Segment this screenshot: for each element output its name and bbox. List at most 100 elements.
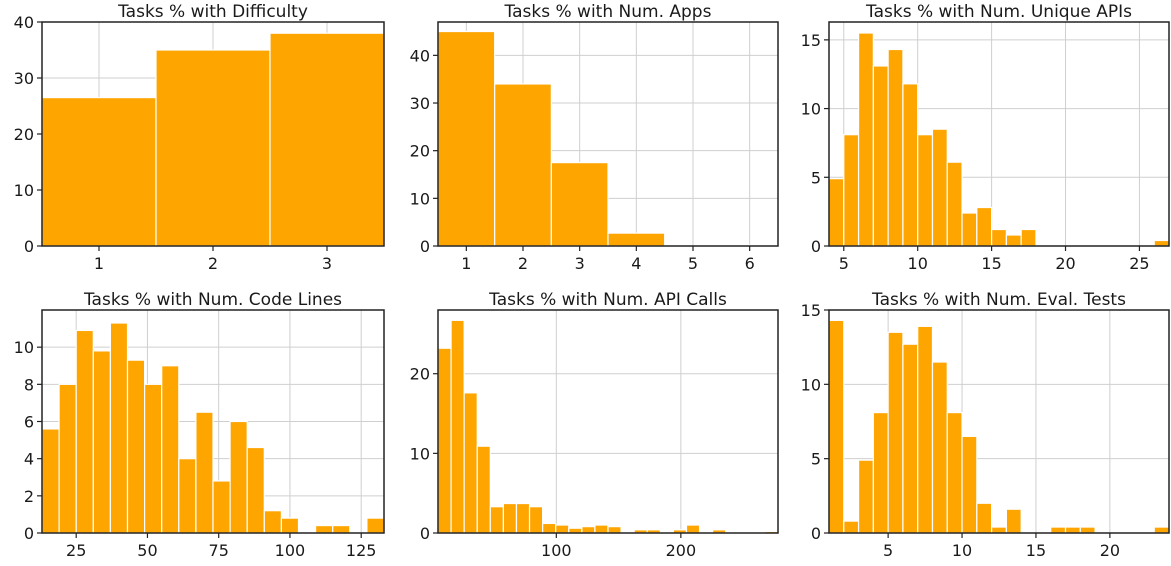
panel-tasks-with-num-code-lines: 25 50 75 100 125 0 2 4 6 8 10 Tasks % with Num. Cod…: [14, 290, 385, 560]
plot-frame: [828, 309, 1170, 534]
y-tick-label: 0: [420, 237, 430, 256]
y-tick-label: 0: [420, 524, 430, 543]
histogram-bar: [594, 524, 609, 534]
y-tick-label: 0: [24, 237, 34, 256]
y-tick-label: 0: [811, 524, 821, 543]
x-tick-label: 100: [541, 541, 572, 560]
histogram-bar: [917, 134, 934, 247]
histogram-bar: [229, 420, 248, 534]
histogram-bar: [857, 459, 874, 534]
histogram-bar: [887, 331, 904, 534]
histogram-bar: [1079, 526, 1096, 534]
histogram-bar: [828, 319, 845, 534]
y-tick-label: 30: [410, 94, 430, 113]
histogram-bar: [843, 520, 860, 534]
x-tick-label: 50: [137, 541, 157, 560]
histogram-bar: [843, 134, 860, 247]
histogram-bar: [917, 325, 934, 534]
y-tick-label: 0: [24, 524, 34, 543]
histogram-bar: [550, 161, 609, 247]
histogram-bar: [280, 517, 300, 534]
y-tick-label: 4: [24, 450, 34, 469]
histogram-bar: [581, 526, 596, 534]
histogram-bar: [946, 161, 963, 247]
x-tick-label: 10: [908, 254, 928, 273]
y-tick-label: 10: [14, 338, 34, 357]
chart-title: Tasks % with Num. Code Lines: [83, 290, 342, 310]
x-tick-label: 1: [461, 254, 471, 273]
histogram-bar: [437, 30, 496, 247]
histogram-bar: [961, 435, 978, 534]
chart-title: Tasks % with Num. Unique APIs: [865, 2, 1132, 22]
x-tick-label: 4: [631, 254, 641, 273]
histogram-bar: [144, 383, 163, 534]
histogram-bar: [269, 32, 385, 247]
x-tick-label: 10: [952, 541, 972, 560]
y-tick-label: 10: [410, 444, 430, 463]
x-tick-label: 125: [346, 541, 377, 560]
histogram-bar: [1064, 526, 1081, 534]
histogram-bar: [195, 411, 214, 534]
y-tick-label: 10: [801, 100, 821, 119]
x-tick-label: 20: [1100, 541, 1120, 560]
histogram-bar: [263, 510, 282, 534]
x-tick-label: 25: [1129, 254, 1149, 273]
histogram-bar: [437, 347, 452, 534]
x-tick-label: 100: [275, 541, 306, 560]
histogram-bar: [161, 365, 180, 534]
histogram-bar: [332, 524, 351, 534]
histogram-bar: [976, 206, 993, 247]
y-tick-label: 10: [410, 189, 430, 208]
y-tick-label: 40: [410, 46, 430, 65]
histogram-bar: [555, 524, 570, 534]
histogram-bar: [450, 319, 465, 534]
x-tick-label: 25: [66, 541, 86, 560]
y-tick-label: 10: [14, 181, 34, 200]
y-tick-label: 30: [14, 69, 34, 88]
histogram-bar: [41, 428, 60, 534]
chart-title: Tasks % with Difficulty: [117, 2, 308, 22]
x-tick-label: 2: [208, 254, 218, 273]
histogram-bar: [991, 526, 1007, 534]
x-tick-label: 15: [1026, 541, 1046, 560]
x-tick-label: 6: [745, 254, 755, 273]
histogram-bar: [109, 322, 129, 534]
histogram-bar: [976, 502, 993, 534]
panel-tasks-with-num-api-calls: 100 200 0 10 20 Tasks % with Num. API Calls: [410, 290, 779, 560]
histogram-bar: [463, 392, 478, 534]
x-tick-label: 1: [94, 254, 104, 273]
x-tick-label: 3: [322, 254, 332, 273]
histogram-bar: [528, 506, 544, 534]
x-tick-label: 5: [688, 254, 698, 273]
histogram-bar: [961, 212, 978, 247]
chart-title: Tasks % with Num. Apps: [504, 2, 712, 22]
histogram-bar: [315, 524, 334, 534]
x-tick-label: 20: [1055, 254, 1075, 273]
histogram-bar: [246, 446, 265, 534]
histogram-bar: [872, 65, 889, 247]
histogram-bar: [685, 524, 701, 534]
histogram-bar: [902, 343, 919, 534]
histogram-bar: [489, 506, 504, 534]
histogram-bar: [857, 32, 874, 247]
plot-frame: [437, 21, 779, 247]
chart-title: Tasks % with Num. API Calls: [488, 290, 727, 310]
histogram-bar: [1050, 526, 1067, 534]
x-tick-label: 2: [518, 254, 528, 273]
x-tick-label: 5: [839, 254, 849, 273]
histogram-bar: [902, 83, 919, 247]
histogram-bar: [515, 502, 531, 534]
y-tick-label: 6: [24, 413, 34, 432]
histogram-bar: [126, 359, 146, 534]
histogram-bar: [887, 48, 904, 247]
histogram-bar: [502, 502, 518, 534]
x-tick-label: 15: [981, 254, 1001, 273]
y-tick-label: 8: [24, 375, 34, 394]
histogram-bar: [946, 411, 963, 534]
chart-title: Tasks % with Num. Eval. Tests: [871, 290, 1126, 310]
panel-tasks-with-num-apps: 1 2 3 4 5 6 0 10 20 30 40 Tasks % with Num. Apps: [410, 2, 779, 273]
y-tick-label: 20: [410, 365, 430, 384]
y-tick-label: 10: [801, 375, 821, 394]
